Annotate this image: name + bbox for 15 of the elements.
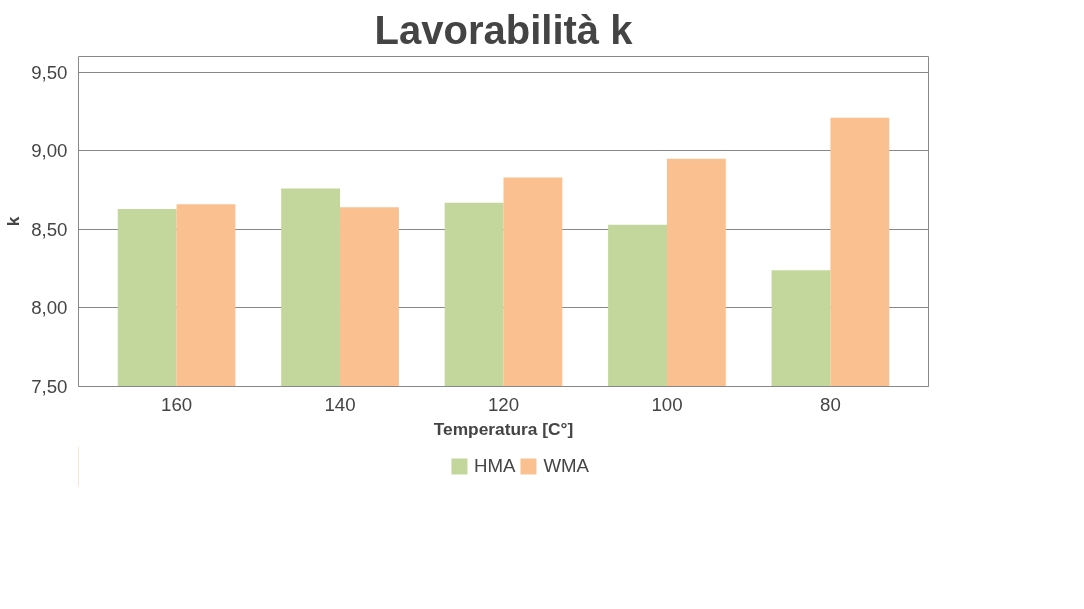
x-axis-title: Temperatura [C°] (433, 418, 574, 439)
y-tick-label: 9,50 (31, 61, 68, 83)
x-tick-label: 100 (651, 393, 683, 415)
x-tick-label: 160 (161, 393, 193, 415)
y-tick-label: 8,00 (31, 297, 68, 319)
y-tick-label: 8,50 (31, 218, 68, 240)
y-tick-label: 9,00 (31, 140, 68, 162)
legend-label: HMA (473, 455, 516, 477)
x-tick-label: 140 (324, 393, 356, 415)
chart-title: Lavorabilità k (374, 7, 634, 52)
y-axis-title: k (3, 216, 24, 227)
x-tick-label: 120 (487, 393, 520, 415)
y-tick-label: 7,50 (31, 376, 68, 397)
x-tick-label: 80 (820, 393, 841, 415)
legend-label: WMA (543, 455, 590, 477)
